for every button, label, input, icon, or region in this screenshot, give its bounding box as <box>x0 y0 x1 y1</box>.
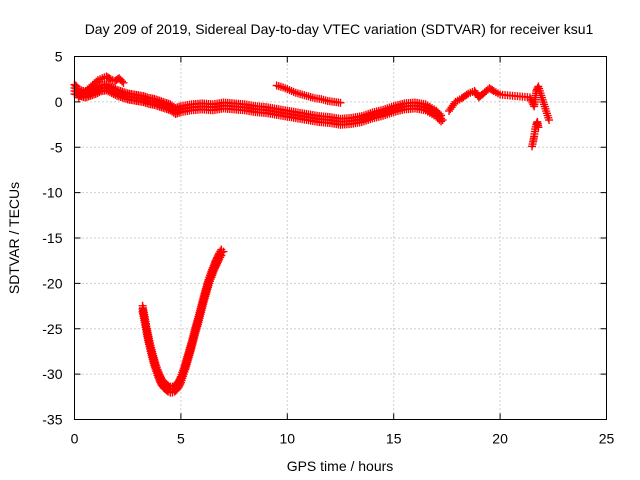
data-point <box>119 78 128 87</box>
series-dip-at-21.6 <box>528 117 543 151</box>
y-tick-label: -5 <box>50 139 63 155</box>
data-point <box>102 72 114 83</box>
y-tick-label: -10 <box>42 185 62 201</box>
x-tick-label: 15 <box>386 431 402 447</box>
data-point <box>298 90 311 100</box>
y-tick-label: -35 <box>42 412 62 428</box>
data-point <box>485 84 497 95</box>
data-point <box>496 90 532 102</box>
y-tick-label: -30 <box>42 366 62 382</box>
data-point <box>219 247 228 256</box>
data-point <box>293 108 311 124</box>
data-point <box>379 102 396 120</box>
plot-frame <box>74 56 607 420</box>
data-points <box>70 72 554 397</box>
data-point <box>534 123 543 132</box>
data-point <box>171 102 184 118</box>
y-axis-label: SDTVAR / TECUs <box>6 182 22 294</box>
series-main-band <box>70 80 447 129</box>
data-point <box>330 97 343 107</box>
data-point <box>107 83 120 99</box>
data-point <box>155 96 168 112</box>
x-axis-label: GPS time / hours <box>287 458 394 474</box>
x-tick-label: 5 <box>177 431 185 447</box>
chart-title: Day 209 of 2019, Sidereal Day-to-day VTE… <box>85 21 594 37</box>
x-tick-label: 0 <box>71 431 79 447</box>
series-raised-segment <box>272 81 345 107</box>
x-tick-labels: 0 5 10 15 20 25 <box>71 431 615 447</box>
data-point <box>438 116 447 125</box>
data-point <box>336 98 345 107</box>
data-point <box>389 99 407 117</box>
x-tick-label: 20 <box>492 431 508 447</box>
data-point <box>545 116 554 125</box>
data-point <box>445 99 459 115</box>
data-point <box>534 82 553 122</box>
y-tick-label: -25 <box>42 321 62 337</box>
y-tick-label: -20 <box>42 275 62 291</box>
series-v-curve <box>138 245 228 397</box>
x-tick-label: 10 <box>280 431 296 447</box>
series-late-scatter <box>445 82 554 125</box>
data-point <box>347 112 364 128</box>
x-tick-label: 25 <box>599 431 615 447</box>
series-upper-left-points <box>70 72 128 102</box>
y-tick-label: 5 <box>55 49 63 65</box>
y-tick-label: -15 <box>42 230 62 246</box>
y-tick-labels: 5 0 -5 -10 -15 -20 -25 -30 -35 <box>42 49 62 428</box>
y-tick-label: 0 <box>55 94 63 110</box>
